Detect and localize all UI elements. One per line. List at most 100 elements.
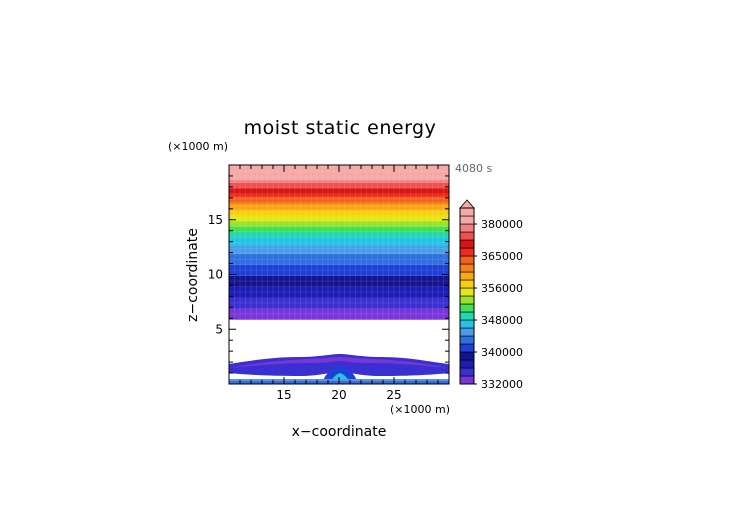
contour-band bbox=[229, 174, 449, 178]
contour-band bbox=[229, 240, 449, 244]
colorbar-segment bbox=[459, 303, 475, 313]
x-tick-label: 15 bbox=[276, 388, 291, 402]
contour-band bbox=[229, 220, 449, 224]
contour-band bbox=[229, 201, 449, 205]
colorbar-segment bbox=[459, 367, 475, 377]
colorbar-segment bbox=[459, 223, 475, 233]
colorbar-segment bbox=[459, 295, 475, 305]
contour-band bbox=[229, 237, 449, 241]
colorbar-label: 365000 bbox=[481, 250, 523, 263]
contour-band bbox=[229, 182, 449, 186]
chart-title: moist static energy bbox=[244, 117, 437, 139]
contour-band bbox=[229, 267, 449, 271]
contour-band bbox=[229, 308, 449, 312]
colorbar-segment bbox=[459, 207, 475, 217]
boundary-layer-band bbox=[229, 354, 449, 376]
colorbar-segment bbox=[459, 287, 475, 297]
x-tick-label: 20 bbox=[331, 388, 346, 402]
colorbar-segment bbox=[459, 255, 475, 265]
colorbar-frame bbox=[459, 207, 475, 385]
contour-band bbox=[229, 196, 449, 200]
contour-band bbox=[229, 177, 449, 181]
contour-band bbox=[229, 187, 449, 192]
y-tick-label: 15 bbox=[208, 213, 223, 227]
contour-band bbox=[229, 229, 449, 233]
contour-band bbox=[229, 171, 449, 175]
colorbar-label: 340000 bbox=[481, 346, 523, 359]
contour-band bbox=[229, 256, 449, 260]
colorbar-segment bbox=[459, 215, 475, 225]
contour-band bbox=[229, 300, 449, 304]
colorbar-segment bbox=[459, 263, 475, 273]
contour-band bbox=[229, 242, 449, 246]
contour-band bbox=[229, 193, 449, 197]
colorbar-segment bbox=[459, 327, 475, 337]
colorbar-label: 380000 bbox=[481, 218, 523, 231]
contour-band bbox=[229, 286, 449, 290]
contour-band bbox=[229, 272, 449, 276]
colorbar-segment bbox=[459, 375, 475, 385]
y-axis-label: z−coordinate bbox=[185, 228, 201, 322]
contour-band bbox=[229, 209, 449, 214]
colorbar-segment bbox=[459, 247, 475, 257]
contour-band bbox=[229, 294, 449, 298]
cloud-top-contour bbox=[229, 357, 449, 368]
colorbar-label: 348000 bbox=[481, 314, 523, 327]
colorbar-segment bbox=[459, 279, 475, 289]
contour-band bbox=[229, 207, 449, 211]
colorbar-label: 332000 bbox=[481, 378, 523, 391]
plot-area bbox=[229, 165, 449, 384]
y-tick-label: 5 bbox=[215, 322, 223, 336]
time-label: 4080 s bbox=[455, 162, 492, 175]
grid-lines bbox=[229, 165, 449, 320]
colorbar-label: 356000 bbox=[481, 282, 523, 295]
contour-band bbox=[229, 313, 449, 318]
contour-bands bbox=[229, 165, 449, 320]
contour-band bbox=[229, 292, 449, 296]
contour-band bbox=[229, 305, 449, 309]
contour-band bbox=[229, 289, 449, 293]
contour-band bbox=[229, 248, 449, 252]
contour-band bbox=[229, 215, 449, 219]
contour-band bbox=[229, 231, 449, 235]
contour-band bbox=[229, 212, 449, 216]
contour-band bbox=[229, 198, 449, 203]
y-unit-label: (×1000 m) bbox=[168, 140, 228, 153]
contour-band bbox=[229, 275, 449, 279]
colorbar-segment bbox=[459, 335, 475, 345]
colorbar-segment bbox=[459, 351, 475, 361]
contour-band bbox=[229, 316, 449, 320]
x-tick-label: 25 bbox=[386, 388, 401, 402]
contour-band bbox=[229, 179, 449, 183]
colorbar-segment bbox=[459, 343, 475, 353]
colorbar-extend-arrow bbox=[459, 199, 475, 209]
contour-band bbox=[229, 234, 449, 238]
colorbar-segment bbox=[459, 231, 475, 241]
colorbar-segment bbox=[459, 319, 475, 329]
contour-band bbox=[229, 264, 449, 268]
contour-band bbox=[229, 226, 449, 230]
colorbar: 380000 365000 356000 348000 340000 332000 bbox=[459, 199, 523, 391]
contour-band bbox=[229, 278, 449, 282]
colorbar-segment bbox=[459, 239, 475, 249]
contour-band bbox=[229, 190, 449, 194]
y-tick-label: 10 bbox=[208, 268, 223, 282]
contour-band bbox=[229, 311, 449, 315]
x-axis: 15 20 25 bbox=[239, 165, 439, 402]
contour-band bbox=[229, 297, 449, 301]
contour-band bbox=[229, 218, 449, 222]
colorbar-segment bbox=[459, 359, 475, 369]
contour-band bbox=[229, 253, 449, 257]
contour-band bbox=[229, 204, 449, 208]
contour-band bbox=[229, 270, 449, 274]
y-axis: 5 10 15 bbox=[208, 175, 449, 374]
x-axis-label: x−coordinate bbox=[292, 424, 387, 440]
contour-band bbox=[229, 223, 449, 227]
contour-band bbox=[229, 245, 449, 249]
contour-band bbox=[229, 250, 449, 255]
contour-band bbox=[229, 259, 449, 263]
contour-band bbox=[229, 185, 449, 189]
colorbar-segment bbox=[459, 271, 475, 281]
contour-band bbox=[229, 302, 449, 307]
